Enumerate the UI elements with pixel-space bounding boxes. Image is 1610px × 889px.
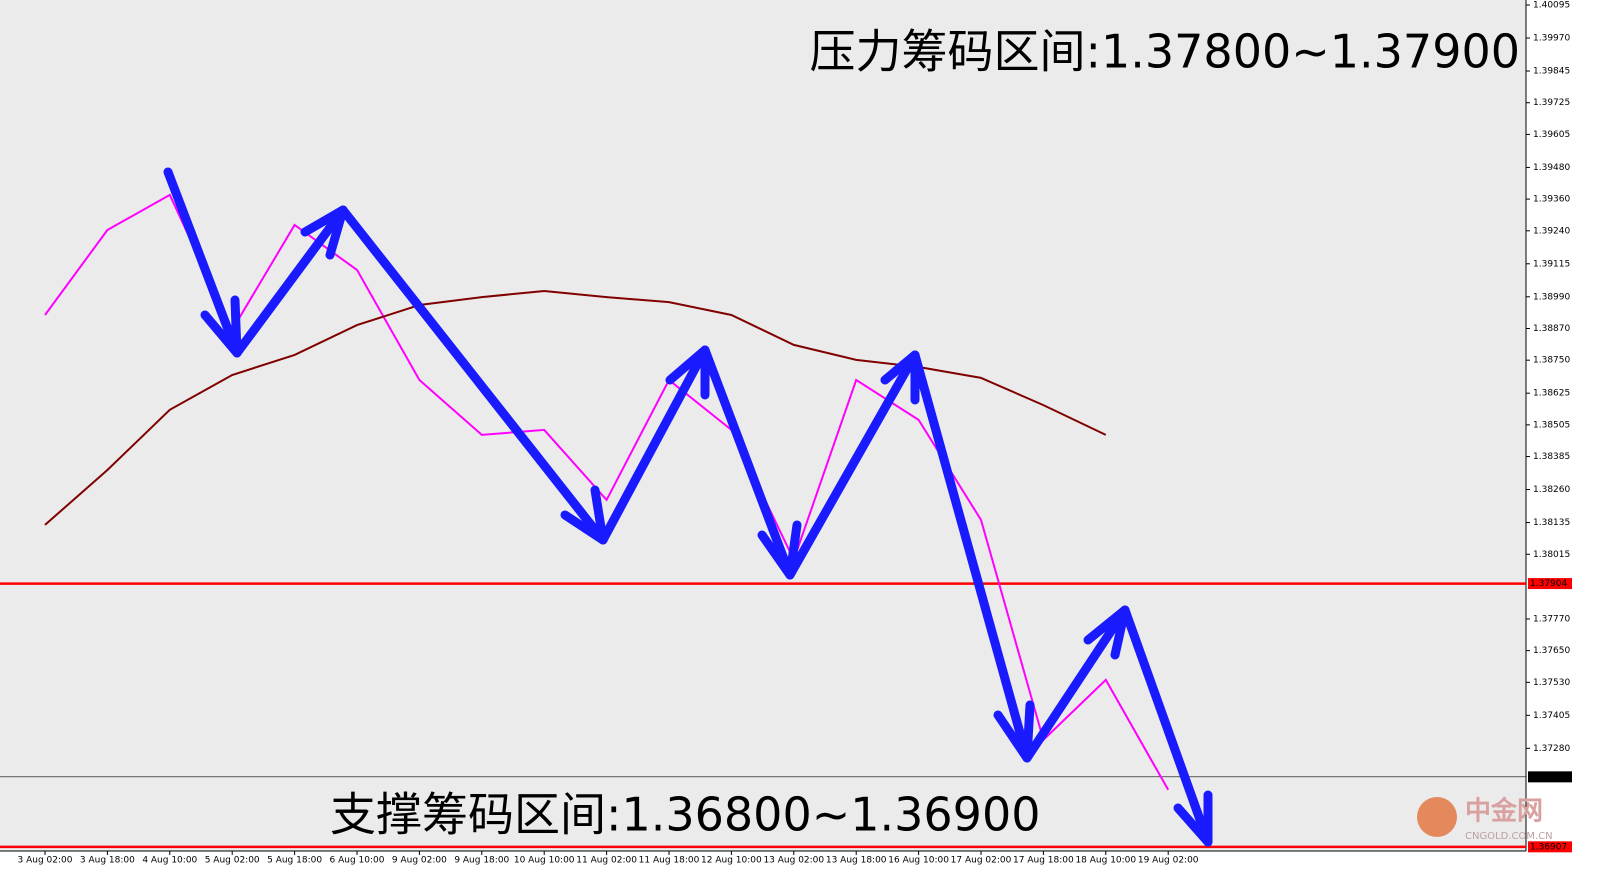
y-tick-label: 1.38260 xyxy=(1533,485,1570,495)
y-tick-label: 1.38870 xyxy=(1533,324,1570,334)
x-tick-label: 18 Aug 10:00 xyxy=(1075,856,1136,866)
arrowhead xyxy=(1083,605,1130,660)
y-tick-label: 1.39240 xyxy=(1533,226,1570,236)
y-tick-label: 1.37405 xyxy=(1533,711,1570,721)
arrowhead xyxy=(665,345,710,400)
y-tick-label: 1.37770 xyxy=(1533,614,1570,624)
x-tick-label: 12 Aug 10:00 xyxy=(701,856,762,866)
x-tick-label: 17 Aug 18:00 xyxy=(1013,856,1074,866)
y-tick-label: 1.38385 xyxy=(1533,452,1570,462)
y-tick-label: 1.37650 xyxy=(1533,646,1570,656)
y-tick-label: 1.39360 xyxy=(1533,195,1570,205)
y-tick-label: 1.37280 xyxy=(1533,744,1570,754)
x-tick-label: 4 Aug 10:00 xyxy=(142,856,197,866)
trend-arrows xyxy=(163,167,1213,847)
y-tick-label: 1.40095 xyxy=(1533,1,1570,11)
level-label: 1.37904 xyxy=(1530,579,1567,589)
x-tick-label: 9 Aug 18:00 xyxy=(454,856,509,866)
x-tick-label: 3 Aug 02:00 xyxy=(18,856,73,866)
plot-area xyxy=(0,0,1526,851)
y-tick-label: 1.38990 xyxy=(1533,292,1570,302)
y-tick-label: 1.38135 xyxy=(1533,518,1570,528)
arrowhead xyxy=(300,205,348,260)
level-label-box xyxy=(1528,841,1572,853)
y-tick-label: 1.39845 xyxy=(1533,67,1570,77)
x-tick-label: 11 Aug 02:00 xyxy=(576,856,637,866)
level-label: 1.36907 xyxy=(1530,842,1567,852)
y-tick-label: 1.39970 xyxy=(1533,34,1570,44)
x-tick-label: 16 Aug 10:00 xyxy=(888,856,949,866)
x-tick-label: 6 Aug 10:00 xyxy=(330,856,385,866)
series-line xyxy=(44,289,1107,526)
y-tick-label: 1.38015 xyxy=(1533,550,1570,560)
x-tick-label: 13 Aug 02:00 xyxy=(763,856,824,866)
x-tick-label: 13 Aug 18:00 xyxy=(826,856,887,866)
y-tick-label: 1.38505 xyxy=(1533,420,1570,430)
y-tick-label: 1.39605 xyxy=(1533,130,1570,140)
arrowhead xyxy=(757,520,802,580)
level-label: 1.37172 xyxy=(1530,772,1567,782)
x-tick-label: 5 Aug 02:00 xyxy=(205,856,260,866)
x-tick-label: 10 Aug 10:00 xyxy=(514,856,575,866)
y-tick-label: 1.38625 xyxy=(1533,389,1570,399)
y-tick-label: 1.39115 xyxy=(1533,259,1570,269)
x-tick-label: 17 Aug 02:00 xyxy=(951,856,1012,866)
arrowhead xyxy=(993,700,1035,763)
arrowhead xyxy=(200,295,242,358)
watermark-title: 中金网 xyxy=(1465,796,1543,827)
x-tick-label: 9 Aug 02:00 xyxy=(392,856,447,866)
y-tick-label: 1.39480 xyxy=(1533,163,1570,173)
support-annotation: 支撑筹码区间:1.36800~1.36900 xyxy=(330,788,1040,842)
arrowhead xyxy=(560,485,608,545)
watermark-subtitle: CNGOLD.COM.CN xyxy=(1465,831,1553,842)
x-tick-label: 3 Aug 18:00 xyxy=(80,856,135,866)
arrowhead xyxy=(1173,790,1213,847)
level-label-box xyxy=(1528,771,1572,783)
arrowhead xyxy=(880,350,920,405)
y-tick-label: 1.38750 xyxy=(1533,356,1570,366)
y-tick-label: 1.39725 xyxy=(1533,98,1570,108)
zigzag xyxy=(163,167,1213,847)
x-tick-label: 19 Aug 02:00 xyxy=(1138,856,1199,866)
watermark-logo xyxy=(1417,797,1457,837)
x-tick-label: 11 Aug 18:00 xyxy=(639,856,700,866)
y-tick-label: 1.37530 xyxy=(1533,678,1570,688)
level-label-box xyxy=(1528,578,1572,590)
x-tick-label: 5 Aug 18:00 xyxy=(267,856,322,866)
resistance-annotation: 压力筹码区间:1.37800~1.37900 xyxy=(810,25,1520,79)
